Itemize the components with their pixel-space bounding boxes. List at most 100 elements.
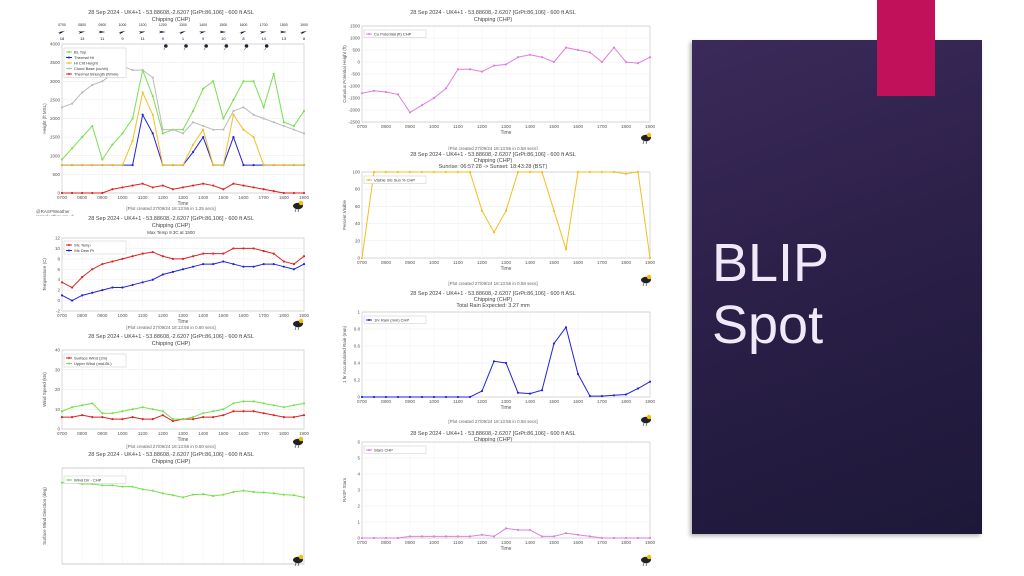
legend-label: Sfc Dew Pt [74,248,95,253]
x-tick-label: 1100 [453,540,463,545]
chart-title: 28 Sep 2024 - UK4+1 - 53.88608,-2.6207 [… [410,291,576,297]
data-point [151,76,154,79]
data-point [202,87,205,90]
data-point [202,262,205,266]
raspweather-icon [641,554,652,567]
wind-speed-label: 1 [182,36,185,41]
data-point [384,536,388,540]
shower-icon [224,44,229,51]
x-tick-label: 1600 [573,260,584,265]
data-point [202,136,205,139]
shower-cloud [204,44,208,48]
legend-label: 1hr Rain (mm) CHP [374,318,409,323]
rain-icon [642,562,645,567]
x-tick-label: 1100 [453,124,463,129]
data-point [302,414,306,417]
sun-visibility-chart-svg: 0 20 40 60 80 100 0700 0800 0900 1000 1100 1200 1300… [342,170,656,287]
data-point [101,158,104,161]
x-tick-label: 1200 [158,313,169,318]
chart-subtitle: Chipping (CHP) [473,17,513,23]
sun-icon [298,318,304,324]
weather-time: 1800 [280,23,288,27]
x-axis-label: Time [501,130,512,136]
data-point [504,361,508,365]
data-point [151,408,154,411]
x-tick-label: 1500 [218,313,229,318]
data-point [91,163,94,167]
data-point [222,252,225,255]
temperature-chart-panel: 28 Sep 2024 - UK4+1 - 53.88608,-2.6207 [… [32,216,310,334]
data-point [212,410,215,413]
data-point [242,184,245,187]
data-point [232,109,235,113]
y-tick-label: 6 [357,440,360,445]
data-point [131,163,134,167]
data-point [272,121,275,124]
data-point [202,412,205,415]
chart-footer: [Plot created 27/09/24 18:13:56 in 0.58 … [448,146,538,151]
rain-chart-panel: 28 Sep 2024 - UK4+1 - 53.88608,-2.6207 [… [328,290,658,430]
data-point [91,83,94,87]
y-tick-label: -2 [56,309,60,314]
data-point [564,46,568,49]
data-point [504,209,508,212]
data-point [262,163,265,167]
data-point [151,132,154,135]
legend-box [363,445,427,454]
wind-arrow-icon [118,30,126,35]
data-point [101,163,104,167]
y-tick-label: 0 [57,191,60,196]
data-point [151,113,154,116]
data-point [91,416,94,419]
x-tick-label: 1800 [621,540,632,545]
data-point [131,255,134,258]
rain-icon [645,562,648,567]
data-point [262,188,265,191]
weather-time: 0700 [58,23,66,27]
y-tick-label: 4000 [50,42,61,47]
data-point [222,188,225,191]
data-point [141,182,144,185]
data-point [456,535,460,538]
data-point [302,255,306,258]
x-tick-label: 0700 [57,431,68,436]
data-point [191,418,195,421]
data-point [272,72,275,75]
data-point [161,163,164,167]
y-tick-label: 40 [55,348,61,353]
x-tick-label: 0800 [77,195,88,200]
data-point [232,98,235,101]
data-point [111,163,114,167]
wind-arrow-icon [158,30,166,34]
legend-marker [68,249,70,252]
x-tick-label: 1000 [117,313,128,318]
data-point [272,262,275,266]
legend-marker [68,479,70,481]
data-point [212,262,215,266]
data-point [232,113,235,116]
data-point [272,190,275,193]
x-axis-label: Time [501,405,512,411]
shower-icon [244,44,249,51]
data-point [600,60,604,64]
y-tick-label: 100 [352,170,360,175]
data-point [212,80,215,83]
wind-speed-label: 8 [303,36,306,41]
data-point [292,163,296,167]
shower-icon [203,44,208,51]
data-point [372,170,376,174]
x-tick-label: 0700 [357,124,368,129]
shower-cloud [244,44,249,48]
data-point [202,124,205,128]
data-point [492,360,496,363]
x-tick-label: 1800 [279,313,290,318]
data-point [121,132,124,135]
wind-arrow-shape [259,31,267,34]
wind-arrow-shape [279,30,287,34]
data-point [81,191,84,195]
data-point [131,283,134,287]
x-tick-label: 0900 [405,260,416,265]
data-point [70,286,74,289]
x-tick-label: 1600 [238,431,249,436]
x-tick-label: 0800 [381,260,392,265]
